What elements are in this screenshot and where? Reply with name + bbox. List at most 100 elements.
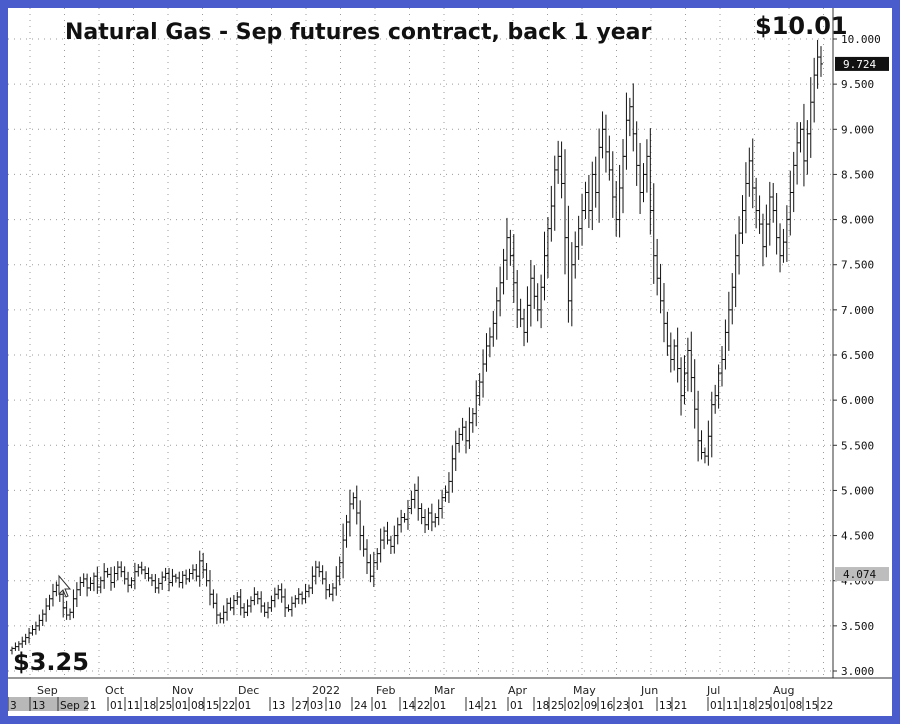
date-label: 01 [510, 700, 523, 712]
ohlc-bar [64, 600, 69, 620]
ohlc-bar [638, 142, 643, 215]
ohlc-bar [808, 77, 813, 158]
ohlc-bar [528, 259, 533, 327]
ohlc-bar [764, 204, 769, 258]
ohlc-bar [187, 568, 192, 583]
ohlc-bar [388, 535, 393, 554]
ohlc-bar [204, 562, 209, 587]
ohlc-bar [255, 591, 260, 605]
end-price-label: $10.01 [755, 12, 848, 40]
date-label: 25 [551, 700, 564, 712]
ohlc-bar [668, 332, 673, 373]
ohlc-bar [37, 614, 42, 631]
ohlc-bar [289, 596, 294, 617]
month-label: May [573, 684, 596, 697]
ohlc-bar [153, 574, 158, 593]
ohlc-bar [334, 566, 339, 596]
ohlc-bar [163, 567, 168, 581]
ohlc-bar [539, 274, 544, 329]
ohlc-bar [156, 578, 161, 594]
month-label: Nov [172, 684, 194, 697]
ohlc-bar [351, 492, 356, 510]
ohlc-bar [347, 489, 352, 537]
ohlc-bar [139, 561, 144, 575]
date-label: 23 [616, 700, 629, 712]
ohlc-bar [535, 283, 540, 322]
ohlc-bar [330, 583, 335, 602]
month-label: Feb [376, 684, 395, 697]
ohlc-bar [501, 248, 506, 295]
ohlc-bar [399, 509, 404, 533]
ohlc-bar [658, 263, 663, 314]
ohlc-bar [549, 185, 554, 242]
ohlc-bar [293, 595, 298, 608]
date-label: 11 [726, 700, 739, 712]
ohlc-bar [450, 445, 455, 493]
ohlc-bar [235, 591, 240, 605]
ohlc-bar [491, 310, 496, 347]
y-tick-label: 10.000 [841, 33, 881, 46]
ohlc-bar [231, 595, 236, 616]
ohlc-bar [341, 523, 346, 579]
date-label: 16 [600, 700, 614, 712]
chart-title: Natural Gas - Sep futures contract, back… [65, 20, 651, 45]
ohlc-bar [583, 181, 588, 220]
ohlc-bar [259, 591, 264, 613]
ohlc-bar [580, 193, 585, 246]
ohlc-bar [576, 215, 581, 260]
ohlc-bar [498, 266, 503, 317]
price-chart: 3.0003.5004.0004.5005.0005.5006.0006.500… [8, 8, 892, 712]
ohlc-bar [559, 141, 564, 199]
ohlc-bar [702, 447, 707, 464]
ohlc-bar [129, 577, 134, 589]
ohlc-bar [426, 507, 431, 530]
ohlc-bar [423, 509, 428, 534]
month-label: Jul [706, 684, 720, 697]
date-label: 22 [417, 700, 430, 712]
ohlc-bar [327, 584, 332, 598]
date-label: 01 [710, 700, 723, 712]
ohlc-bar [709, 391, 714, 458]
ohlc-bar [641, 163, 646, 203]
ohlc-bar [504, 217, 509, 280]
ohlc-bar [354, 485, 359, 525]
ohlc-bar [726, 291, 731, 351]
y-axis: 3.0003.5004.0004.5005.0005.5006.0006.500… [833, 33, 881, 678]
ohlc-bar [392, 525, 397, 554]
ohlc-bar [679, 357, 684, 416]
svg-text:4.074: 4.074 [843, 568, 876, 581]
date-label: 01 [175, 700, 188, 712]
ohlc-bar [723, 319, 728, 370]
month-label: Aug [773, 684, 794, 697]
ohlc-bar [651, 183, 656, 284]
ohlc-bar [279, 583, 284, 603]
date-label: 02 [567, 700, 580, 712]
y-tick-label: 8.000 [841, 214, 874, 227]
ohlc-bar [85, 573, 90, 597]
ohlc-bar [368, 554, 373, 583]
date-label: 01 [631, 700, 644, 712]
ohlc-bar [481, 349, 486, 398]
date-label: 01 [110, 700, 123, 712]
ohlc-bar [88, 577, 93, 591]
last-price-tag: 9.724 [835, 56, 889, 71]
ohlc-bar [733, 234, 738, 308]
ohlc-bar [95, 566, 100, 594]
date-label: 24 [354, 700, 368, 712]
ohlc-bar [344, 514, 349, 548]
ohlc-bar [661, 283, 666, 343]
ohlc-bar [143, 566, 148, 580]
price-tags: 9.724 4.074 [835, 56, 889, 582]
ohlc-bar [603, 114, 608, 173]
ohlc-bar [453, 430, 458, 471]
ohlc-bar [248, 596, 253, 613]
ohlc-bar [532, 265, 537, 309]
ohlc-bar [542, 231, 547, 301]
highlight-price-tag: 4.074 [835, 567, 889, 582]
ohlc-bar [242, 603, 247, 619]
ohlc-bar [805, 120, 810, 175]
date-label: 3 [10, 700, 17, 712]
month-label: Dec [238, 684, 259, 697]
date-label: 13 [272, 700, 285, 712]
ohlc-bar [160, 571, 165, 590]
